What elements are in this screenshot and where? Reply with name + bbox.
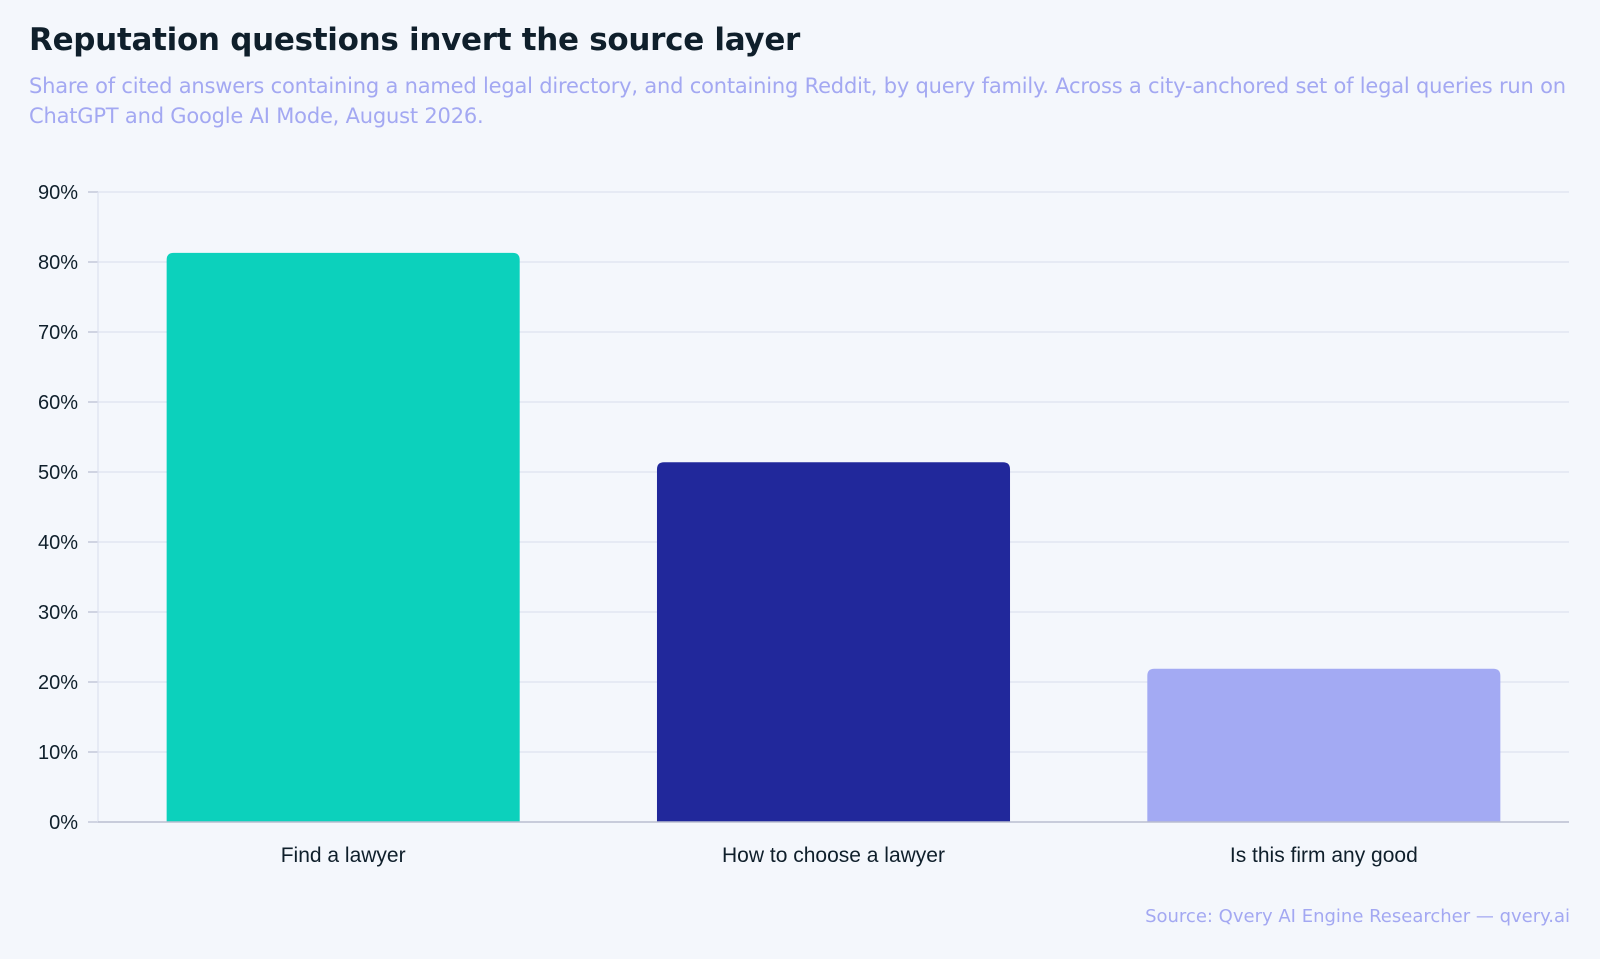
bar-is-this-firm-any-good bbox=[1147, 668, 1501, 822]
x-axis-category-labels: Find a lawyer How to choose a lawyer Is th… bbox=[281, 844, 1418, 867]
y-tick-label: 70% bbox=[38, 322, 78, 344]
axes bbox=[97, 192, 1569, 823]
chart-subtitle: Share of cited answers containing a name… bbox=[29, 74, 1566, 128]
x-category-label: How to choose a lawyer bbox=[722, 844, 945, 867]
y-tick-label: 0% bbox=[49, 812, 78, 834]
y-tick-label: 40% bbox=[38, 532, 78, 554]
y-tick-label: 10% bbox=[38, 742, 78, 764]
y-tick-label: 50% bbox=[38, 462, 78, 484]
y-tick-label: 20% bbox=[38, 672, 78, 694]
x-category-label: Is this firm any good bbox=[1230, 844, 1418, 867]
chart-title: Reputation questions invert the source l… bbox=[29, 22, 801, 58]
bar-find-a-lawyer bbox=[166, 252, 520, 822]
y-tick-label: 60% bbox=[38, 392, 78, 414]
bars bbox=[166, 252, 1501, 822]
source-note: Source: Qvery AI Engine Researcher — qve… bbox=[1145, 906, 1570, 927]
y-tick-label: 80% bbox=[38, 252, 78, 274]
y-tick-label: 90% bbox=[38, 182, 78, 204]
y-axis-tick-labels: 0% 10% 20% 30% 40% 50% 60% 70% 80% 90% bbox=[38, 182, 98, 834]
bar-how-to-choose-a-lawyer bbox=[656, 462, 1011, 822]
y-tick-label: 30% bbox=[38, 602, 78, 624]
x-category-label: Find a lawyer bbox=[281, 844, 406, 867]
